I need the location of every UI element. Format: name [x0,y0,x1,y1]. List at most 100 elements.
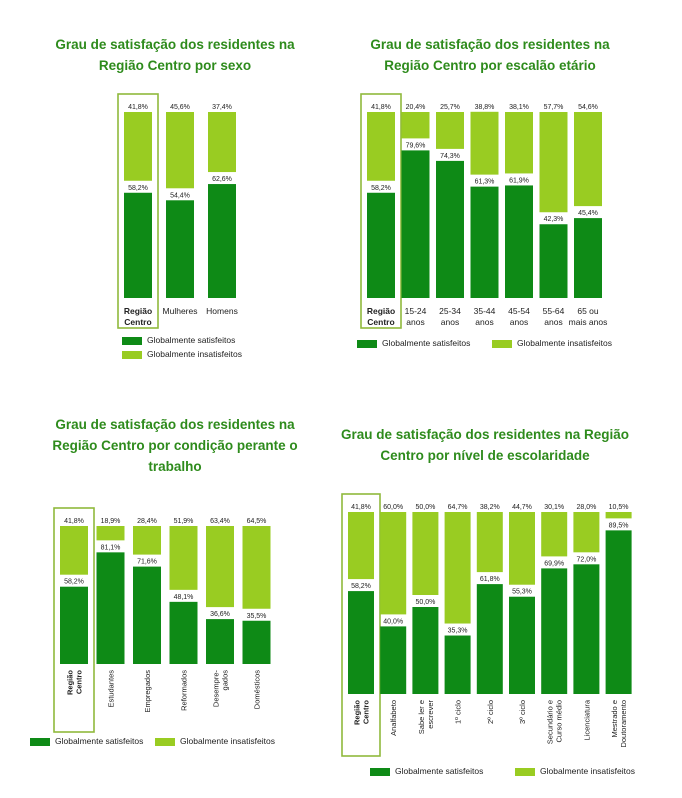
data-label-satisfied: 79,6% [406,142,426,149]
category-label: 45-54 [508,306,530,316]
data-label-satisfied: 40,0% [383,618,403,625]
category-label: Homens [206,306,238,316]
category-label: Reformados [180,670,189,711]
chart-title: Grau de satisfação dos residentes na Reg… [30,414,320,477]
chart-title: Grau de satisfação dos residentes na Reg… [325,424,645,466]
category-label: 2º ciclo [486,700,495,724]
category-label: 1º ciclo [454,700,463,724]
data-label-unsatisfied: 41,8% [64,518,84,525]
bar-unsatisfied [476,512,503,573]
category-label: Região [66,670,75,695]
data-label-satisfied: 58,2% [351,583,371,590]
bar-satisfied [242,620,271,664]
data-label-satisfied: 45,4% [578,210,598,217]
data-label-satisfied: 42,3% [544,216,564,223]
bar-unsatisfied [169,526,198,590]
category-label: Centro [367,317,394,327]
chart-panel-sexo: Grau de satisfação dos residentes na Reg… [40,30,310,370]
chart-svg: 41,8% 58,2% Região Centro 60,0% 40,0% Analfabe… [341,493,632,757]
chart-title-line: Região Centro por sexo [98,58,252,73]
data-label-satisfied: 62,6% [212,176,232,183]
data-label-unsatisfied: 51,9% [174,518,194,525]
data-label-unsatisfied: 54,6% [578,104,598,111]
data-label-satisfied: 71,6% [137,559,157,566]
bar-satisfied [169,601,198,664]
highlight-frame [53,507,95,733]
data-label-unsatisfied: 57,7% [544,104,564,111]
data-label-satisfied: 55,3% [512,589,532,596]
chart-panel-escolaridade: Grau de satisfação dos residentes na Reg… [325,420,645,780]
chart-title-line: Grau de satisfação dos residentes na [55,417,295,432]
data-label-satisfied: 81,1% [101,544,121,551]
category-label: Centro [75,670,84,695]
legend-label: Globalmente satisfeitos [147,335,236,345]
legend-swatch [357,339,377,348]
data-label-unsatisfied: 41,8% [128,104,148,111]
category-label: anos [406,317,424,327]
legend-swatch [122,350,142,359]
bar-satisfied [573,564,600,694]
data-label-unsatisfied: 28,0% [576,504,596,511]
data-label-unsatisfied: 38,1% [509,104,529,111]
bar-satisfied [539,224,568,298]
bar-satisfied [412,607,439,694]
category-label: Empregados [143,670,152,713]
category-label: Centro [362,700,371,725]
data-label-satisfied: 58,2% [371,185,391,192]
bar-unsatisfied [401,112,430,139]
chart-title-line: Grau de satisfação dos residentes na [55,37,295,52]
data-label-satisfied: 61,9% [509,177,529,184]
data-label-satisfied: 48,1% [174,594,194,601]
bar-satisfied [605,530,632,694]
category-label: mais anos [569,317,608,327]
legend-label: Globalmente satisfeitos [382,338,471,348]
category-label: Doutoramento [619,700,628,748]
bar-satisfied [380,626,407,694]
data-label-satisfied: 74,3% [440,153,460,160]
data-label-unsatisfied: 64,5% [247,518,267,525]
bar-satisfied [208,184,236,298]
bar-unsatisfied [412,512,439,595]
chart-title-line: Centro por nível de escolaridade [380,448,590,463]
data-label-unsatisfied: 45,6% [170,104,190,111]
bar-unsatisfied [380,512,407,615]
category-label: Estudantes [107,670,116,708]
legend-item-satisfied: Globalmente satisfeitos [370,766,483,776]
legend-label: Globalmente insatisfeitos [540,766,635,776]
category-label: Região [367,306,395,316]
legend-item-unsatisfied: Globalmente insatisfeitos [515,766,635,776]
category-label: 35-44 [474,306,496,316]
category-label: Centro [124,317,151,327]
data-label-unsatisfied: 44,7% [512,504,532,511]
chart-svg: 41,8% 58,2% Região Centro 18,9% 81,1% Estudant… [53,507,271,733]
chart-title-line: Grau de satisfação dos residentes na [370,37,610,52]
data-label-satisfied: 69,9% [544,560,564,567]
legend-swatch [122,336,142,345]
bar-unsatisfied [505,112,533,174]
category-label: anos [441,317,459,327]
bar-unsatisfied [509,512,535,585]
bar-unsatisfied [436,112,464,149]
category-label: Domésticos [253,670,262,709]
legend-item-satisfied: Globalmente satisfeitos [357,338,470,348]
data-label-unsatisfied: 18,9% [101,518,121,525]
highlight-frame [117,93,159,329]
data-label-satisfied: 35,3% [448,628,468,635]
bar-unsatisfied [96,526,125,541]
bar-satisfied [166,200,194,298]
category-label: 15-24 [405,306,427,316]
data-label-unsatisfied: 60,0% [383,504,403,511]
bar-satisfied [476,584,503,694]
bar-unsatisfied [470,111,499,175]
legend-swatch [515,767,535,776]
data-label-unsatisfied: 64,7% [448,504,468,511]
bar-unsatisfied [133,526,161,555]
bar-satisfied [401,150,430,298]
category-label: Curso médio [555,700,564,743]
legend-label: Globalmente insatisfeitos [147,349,242,359]
data-label-unsatisfied: 50,0% [415,504,435,511]
category-label: 65 ou [577,306,599,316]
data-label-satisfied: 61,3% [475,179,495,186]
legend-label: Globalmente insatisfeitos [517,338,612,348]
